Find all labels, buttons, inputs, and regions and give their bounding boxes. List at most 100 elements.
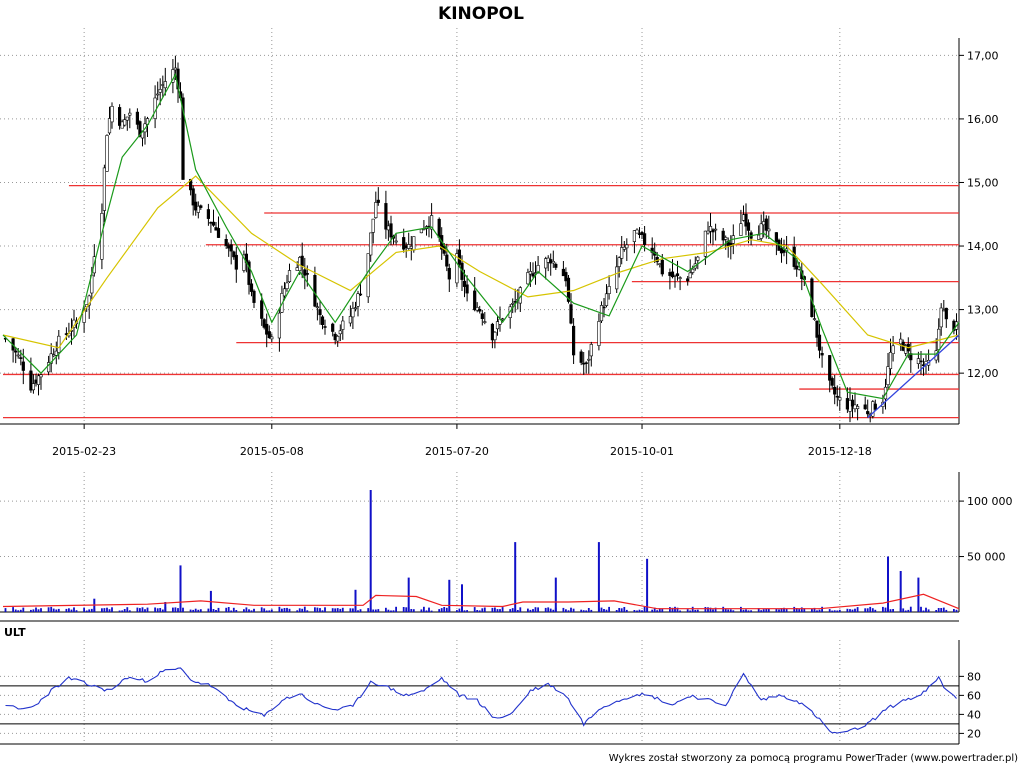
volume-bar (225, 607, 228, 612)
volume-bar (831, 610, 834, 612)
volume-average (2, 593, 960, 610)
volume-bars (4, 490, 958, 612)
volume-bar (88, 609, 91, 612)
candle-body (209, 222, 213, 224)
volume-bar (740, 606, 742, 612)
volume-bar (846, 608, 849, 612)
volume-bar (392, 610, 395, 612)
volume-bar (336, 608, 339, 612)
volume-bar (745, 609, 747, 612)
support-trendline (867, 334, 960, 419)
volume-bar (552, 609, 555, 612)
volume-bar (445, 607, 448, 612)
candle-body (211, 221, 216, 226)
volume-bar (232, 607, 235, 612)
volume-bar (793, 606, 796, 612)
volume-bar (765, 608, 768, 612)
volume-bar (889, 609, 892, 612)
candle-body (163, 81, 167, 89)
candle-body (564, 272, 568, 282)
candle-body (206, 209, 211, 219)
candle-body (589, 344, 593, 357)
volume-bar (778, 609, 780, 612)
volume-bar (265, 610, 268, 612)
volume-bar (709, 607, 712, 612)
volume-bar (14, 609, 17, 612)
candle-body (678, 277, 682, 279)
candle-body (767, 228, 771, 232)
volume-bar (478, 610, 481, 612)
candle-body (374, 202, 378, 218)
volume-bar (458, 608, 461, 612)
volume-bar (248, 609, 250, 612)
volume-bar (466, 610, 468, 612)
volume-bar (712, 609, 714, 612)
candle-body (135, 111, 140, 125)
candle-body (495, 321, 500, 330)
volume-bar (904, 610, 907, 612)
volume-bar (669, 607, 671, 612)
candle-body (305, 273, 309, 275)
volume-bar (473, 607, 476, 612)
candle-body (39, 374, 43, 378)
volume-bar (197, 609, 200, 612)
candle-body (551, 260, 555, 264)
price-y-tick: 14,00 (967, 240, 999, 253)
candle-body (389, 223, 393, 238)
volume-bar (727, 609, 730, 612)
x-tick-label: 2015-07-20 (425, 445, 489, 458)
volume-bar (747, 610, 750, 612)
volume-bar (565, 609, 567, 612)
volume-bar (128, 610, 131, 612)
volume-bar (377, 609, 380, 612)
ult-y-tick: 20 (967, 727, 981, 740)
candle-body (888, 352, 893, 369)
volume-bar (955, 609, 958, 612)
volume-bar (783, 607, 785, 612)
volume-bar (767, 608, 770, 612)
volume-bar (907, 609, 910, 612)
candle-body (323, 326, 327, 328)
volume-bar (724, 608, 727, 612)
volume-bar (440, 608, 443, 612)
volume-bar (587, 608, 590, 612)
volume-bar (390, 610, 392, 612)
candle-body (338, 330, 342, 335)
ult-y-tick: 40 (967, 708, 981, 721)
volume-bar (892, 609, 894, 612)
candle-body (348, 316, 353, 324)
candle-body (156, 93, 160, 96)
candle-body (16, 354, 20, 357)
candle-body (480, 313, 484, 320)
volume-bar (945, 609, 948, 612)
candle-body (232, 251, 236, 258)
candle-body (386, 225, 391, 231)
candle-body (341, 320, 345, 330)
volume-bar (909, 606, 912, 612)
x-tick-label: 2015-02-23 (52, 445, 116, 458)
volume-bar (491, 607, 494, 612)
candle-body (285, 282, 289, 289)
volume-bar-spike (514, 542, 517, 612)
candle-body (531, 273, 535, 277)
volume-bar (217, 607, 220, 612)
volume-bar (605, 609, 608, 612)
volume-bar (281, 608, 283, 612)
volume-bar (387, 609, 390, 612)
candle-body (762, 221, 766, 226)
volume-bar (40, 608, 42, 612)
volume-bar (296, 610, 299, 612)
candle-body (49, 353, 53, 364)
volume-bar (37, 609, 40, 612)
candle-body (429, 215, 434, 230)
candle-body (153, 97, 157, 119)
candle-body (711, 229, 715, 233)
candle-body (526, 272, 530, 285)
volume-bar (813, 607, 816, 612)
candle-body (721, 230, 725, 241)
volume-bar (674, 606, 676, 612)
volume-bar (199, 609, 202, 612)
candle-body (303, 269, 307, 276)
candle-body (267, 331, 271, 338)
volume-bar (321, 610, 324, 612)
